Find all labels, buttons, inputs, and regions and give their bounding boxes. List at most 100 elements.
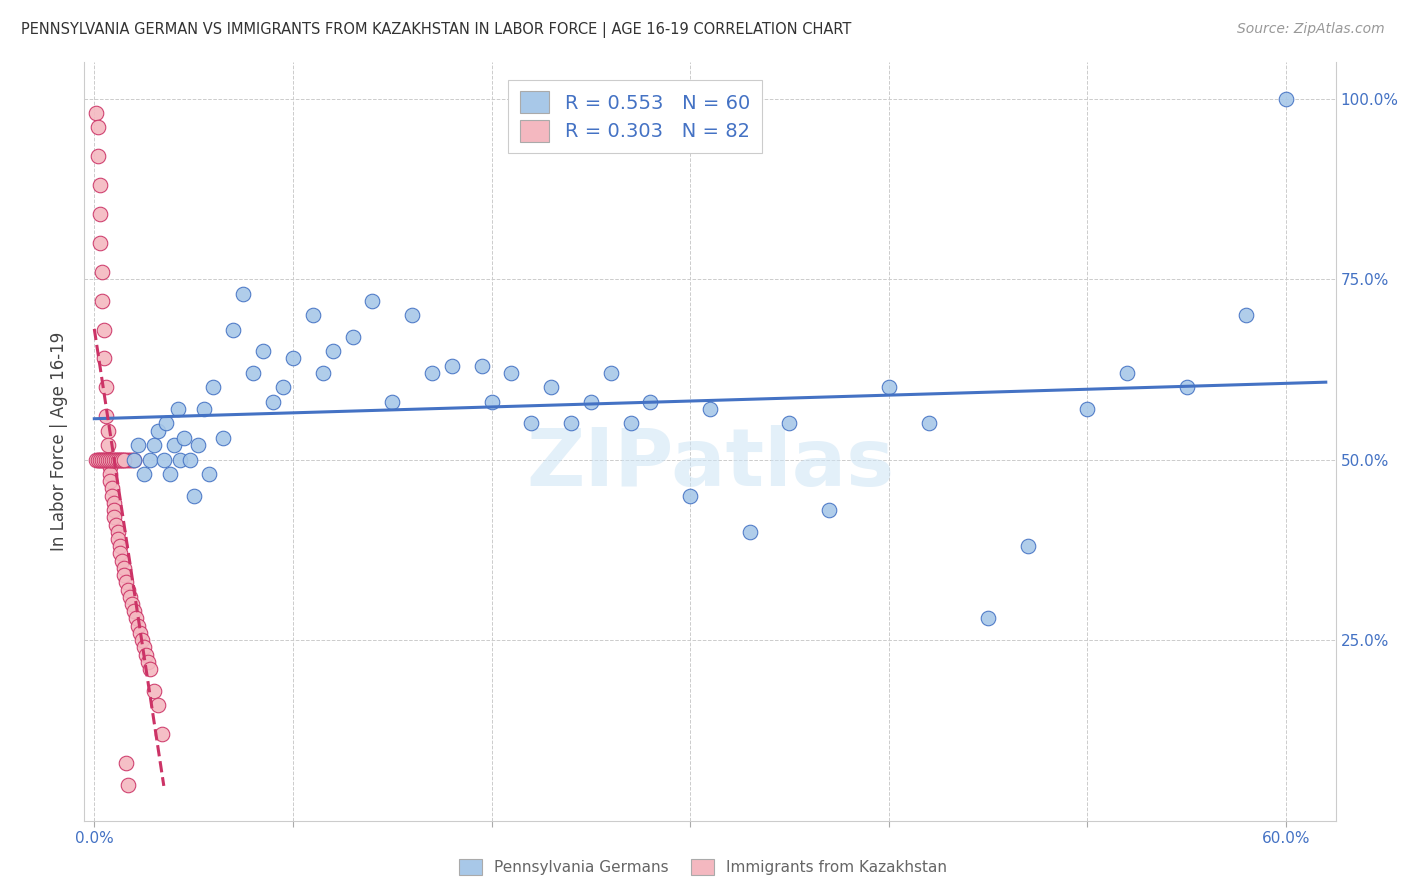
Point [103,452,125,467]
Point [98,452,121,467]
Point [118,590,141,604]
Point [150,727,173,741]
Point [1275,91,1298,105]
Point [84,106,107,120]
Y-axis label: In Labor Force | Age 16-19: In Labor Force | Age 16-19 [51,332,69,551]
Point [173,431,195,445]
Point [117,452,139,467]
Point [122,604,145,618]
Point [115,575,138,590]
Point [117,778,139,792]
Point [560,417,582,431]
Point [112,561,135,575]
Point [97,424,120,438]
Point [89,207,111,221]
Point [117,582,139,597]
Point [242,366,264,380]
Point [105,452,128,467]
Point [198,467,221,481]
Point [271,380,294,394]
Point [98,467,121,481]
Point [96,452,118,467]
Point [89,235,111,250]
Point [779,417,801,431]
Point [111,452,134,467]
Point [103,503,125,517]
Point [122,452,145,467]
Point [101,482,124,496]
Point [107,524,129,539]
Point [252,344,274,359]
Point [640,394,662,409]
Point [93,452,115,467]
Point [1116,366,1139,380]
Point [103,496,125,510]
Point [540,380,562,394]
Point [212,431,235,445]
Point [98,452,121,467]
Point [103,510,125,524]
Point [699,402,721,417]
Point [91,452,114,467]
Point [115,452,138,467]
Point [139,662,162,676]
Point [1076,402,1098,417]
Point [163,438,186,452]
Point [166,402,188,417]
Point [679,489,702,503]
Point [153,452,176,467]
Point [401,308,423,322]
Point [108,546,131,560]
Point [91,452,114,467]
Point [101,452,124,467]
Point [155,417,177,431]
Point [619,417,641,431]
Point [187,438,209,452]
Point [89,452,111,467]
Point [312,366,335,380]
Point [129,626,152,640]
Point [108,452,131,467]
Point [118,452,141,467]
Point [91,293,114,308]
Point [105,452,128,467]
Point [139,452,162,467]
Point [103,452,125,467]
Point [146,698,169,712]
Point [98,459,121,474]
Point [146,424,169,438]
Point [107,452,129,467]
Point [232,286,254,301]
Point [1234,308,1257,322]
Point [127,438,149,452]
Point [738,524,761,539]
Point [89,452,111,467]
Point [481,394,503,409]
Point [112,568,135,582]
Text: Source: ZipAtlas.com: Source: ZipAtlas.com [1237,22,1385,37]
Point [97,438,120,452]
Point [135,648,157,662]
Point [107,452,129,467]
Point [121,597,143,611]
Point [917,417,939,431]
Point [87,120,110,135]
Point [501,366,523,380]
Point [115,756,138,770]
Point [361,293,384,308]
Point [87,452,110,467]
Point [301,308,323,322]
Point [136,655,159,669]
Point [96,452,118,467]
Point [112,452,135,467]
Text: ZIPatlas: ZIPatlas [526,425,894,503]
Point [97,452,120,467]
Point [87,149,110,163]
Point [87,452,110,467]
Point [440,359,463,373]
Point [132,640,155,655]
Point [193,402,215,417]
Point [1175,380,1198,394]
Point [96,409,118,424]
Point [262,394,284,409]
